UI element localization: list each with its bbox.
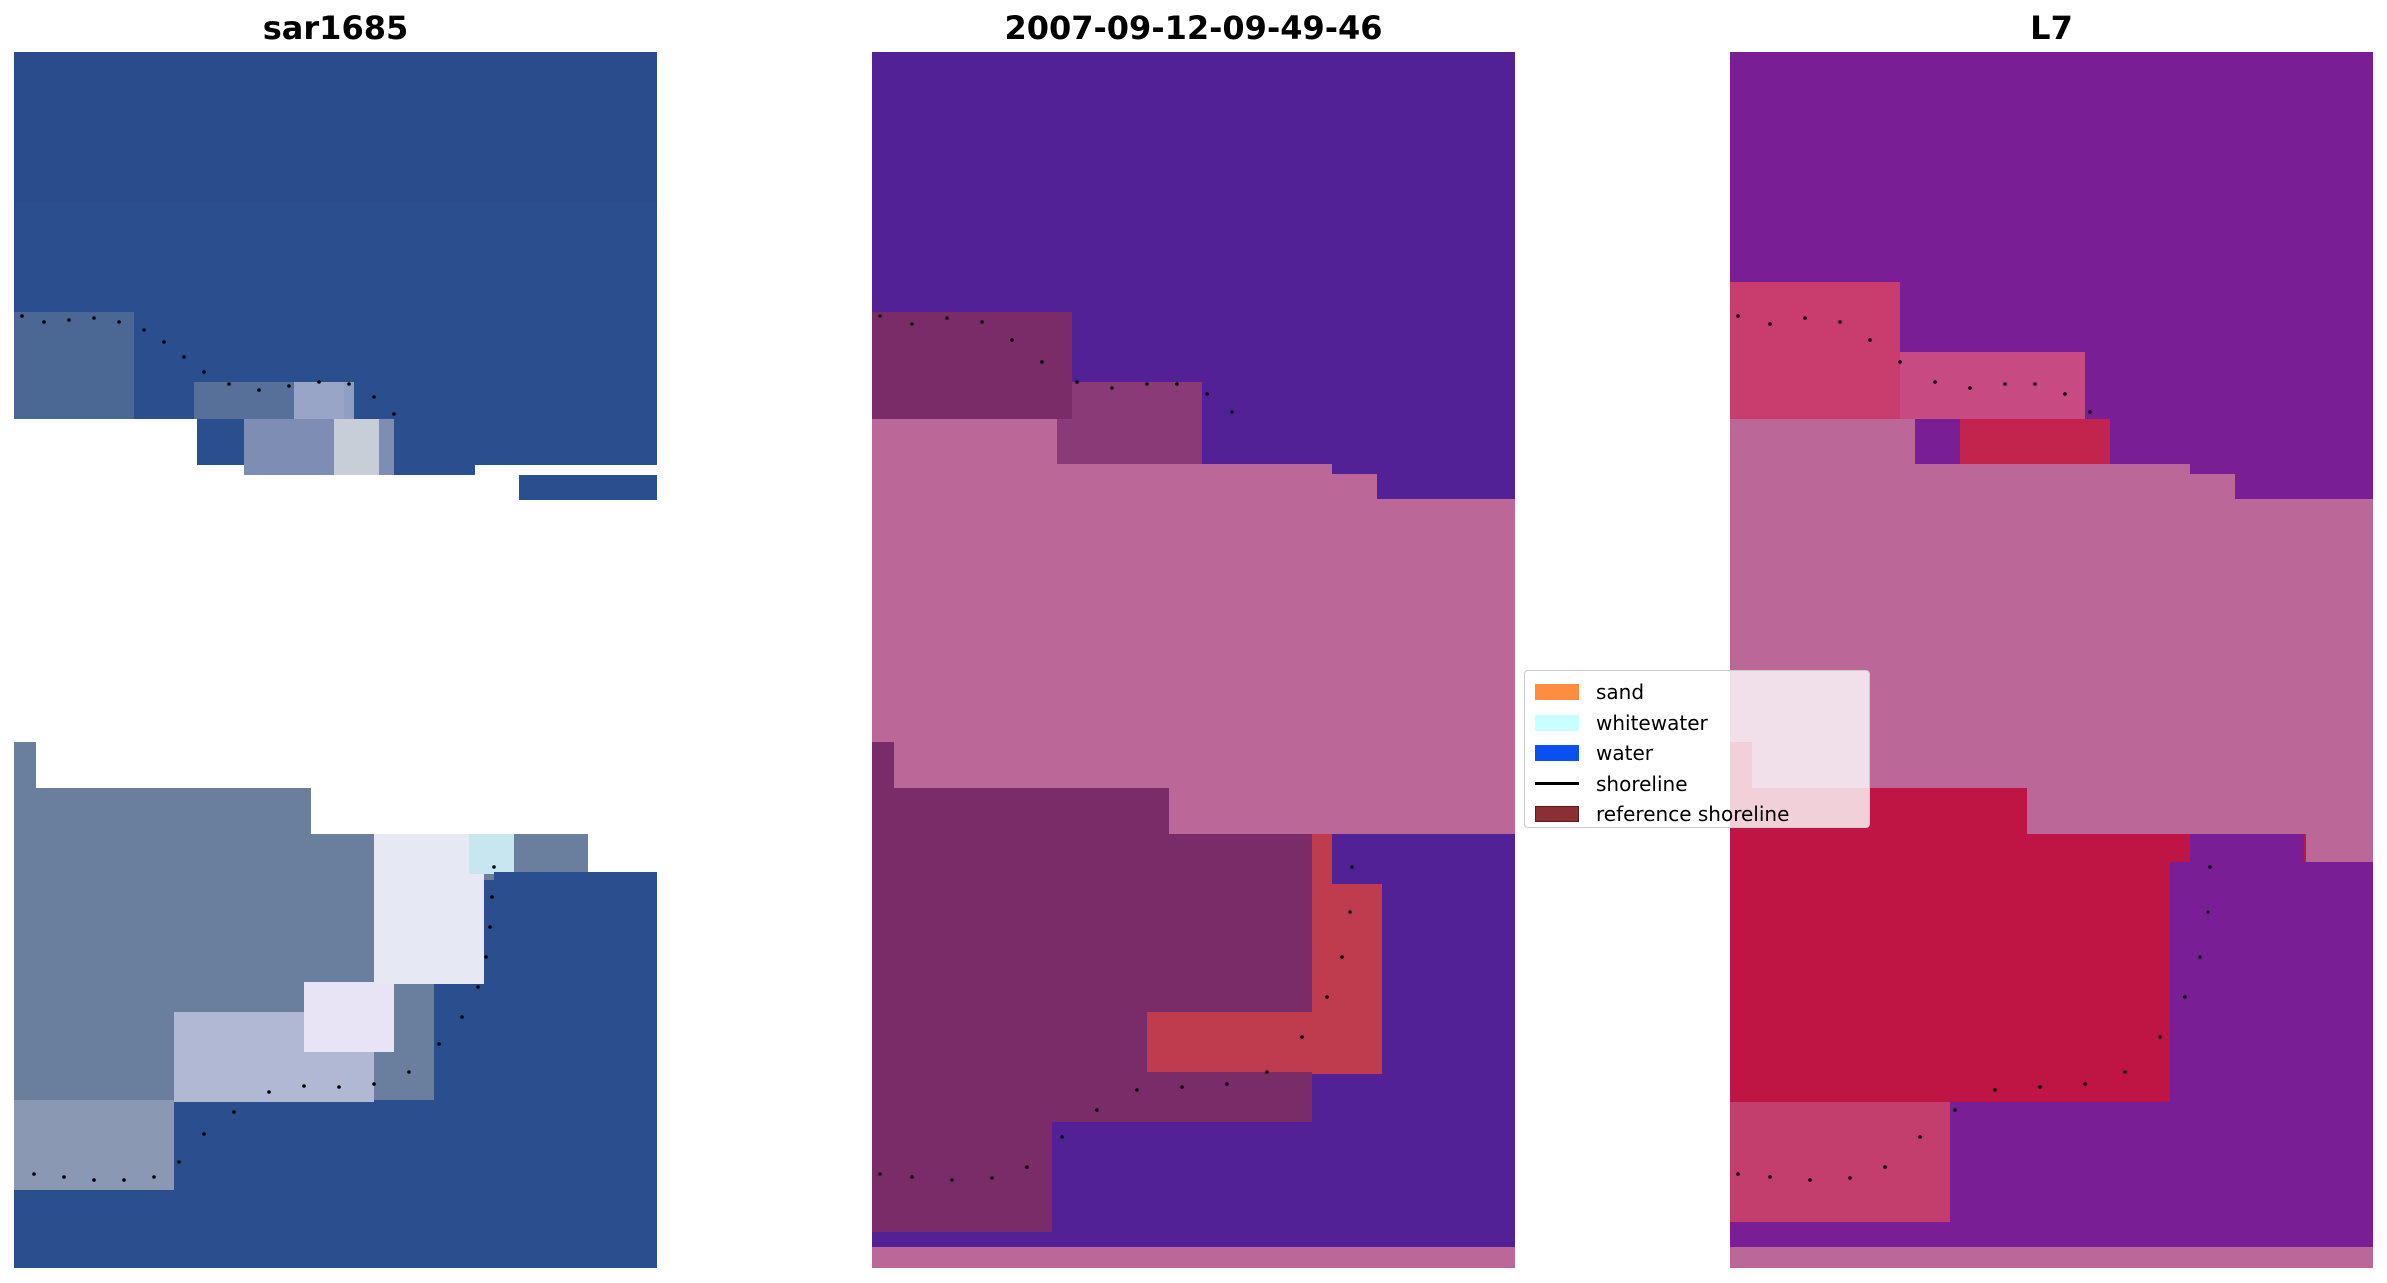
whitewater-swatch-icon bbox=[1535, 714, 1579, 731]
panel-title-image: sar1685 bbox=[262, 9, 409, 47]
satellite-image-panel bbox=[14, 52, 657, 1268]
classified-image-panel bbox=[872, 52, 1515, 1268]
sand-swatch-icon bbox=[1535, 684, 1579, 701]
shoreline-dots bbox=[20, 314, 496, 1182]
legend-item-sand: sand bbox=[1535, 677, 1859, 708]
shoreline-dots bbox=[1736, 314, 2212, 1182]
panel-title-index: L7 bbox=[2030, 9, 2073, 47]
legend-label: sand bbox=[1596, 680, 1645, 705]
satellite-image bbox=[14, 52, 657, 1268]
legend: sand whitewater water shoreline referenc… bbox=[1524, 670, 1870, 828]
legend-item-shoreline: shoreline bbox=[1535, 769, 1859, 800]
legend-label: whitewater bbox=[1596, 710, 1708, 735]
water-swatch-icon bbox=[1535, 745, 1579, 762]
reference-shoreline-swatch-icon bbox=[1535, 806, 1579, 823]
legend-label: shoreline bbox=[1596, 771, 1688, 796]
shoreline-line-icon bbox=[1535, 782, 1579, 786]
legend-item-water: water bbox=[1535, 738, 1859, 769]
legend-label: reference shoreline bbox=[1596, 802, 1790, 827]
index-image bbox=[1730, 52, 2373, 1268]
legend-label: water bbox=[1596, 741, 1653, 766]
index-image-panel bbox=[1730, 52, 2373, 1268]
shoreline-dots bbox=[878, 314, 1354, 1182]
legend-item-reference-shoreline: reference shoreline bbox=[1535, 799, 1859, 830]
legend-item-whitewater: whitewater bbox=[1535, 708, 1859, 739]
classified-image bbox=[872, 52, 1515, 1268]
panel-title-classified: 2007-09-12-09-49-46 bbox=[1004, 9, 1383, 47]
